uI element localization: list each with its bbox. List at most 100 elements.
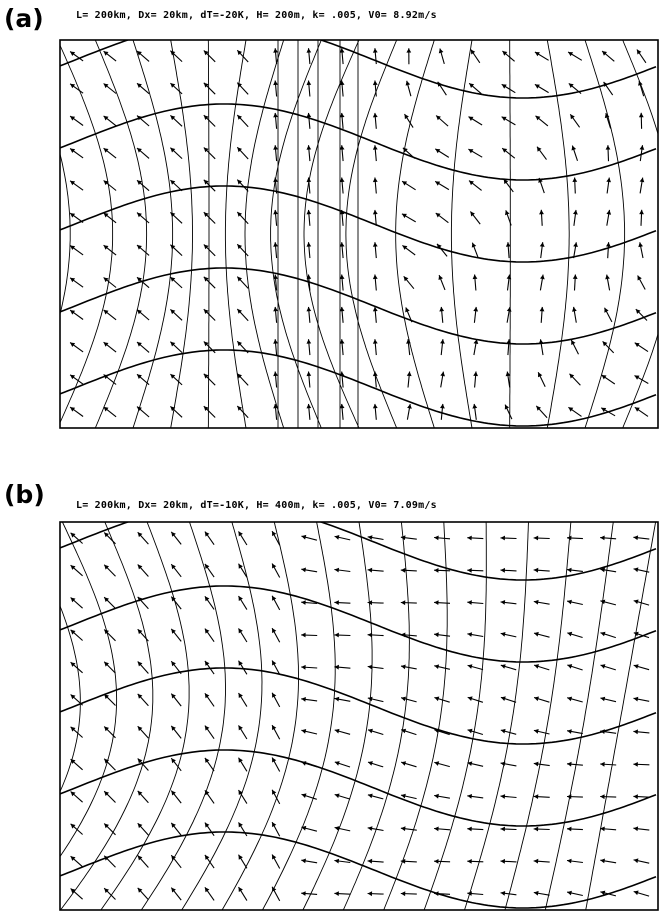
wind-arrow	[401, 213, 416, 223]
wind-arrow	[468, 116, 483, 126]
wind-arrow	[137, 564, 149, 577]
wind-arrow	[603, 81, 614, 96]
wind-arrow	[400, 535, 417, 541]
wind-arrow	[633, 567, 650, 573]
wind-arrow	[271, 724, 281, 740]
wind-arrow	[605, 145, 611, 162]
wind-arrow	[69, 212, 84, 223]
wind-arrow	[569, 113, 581, 128]
wind-arrow	[400, 826, 417, 832]
wind-arrow	[137, 855, 149, 868]
wind-arrow	[566, 826, 583, 832]
wind-arrow	[406, 371, 412, 388]
wind-arrow	[440, 339, 445, 356]
wind-arrow	[434, 600, 451, 605]
wind-arrow	[103, 180, 117, 191]
wind-arrow	[203, 179, 216, 192]
wind-arrow	[367, 858, 384, 864]
wind-arrow	[467, 761, 484, 767]
wind-arrow	[504, 404, 513, 420]
wind-arrow	[103, 790, 116, 803]
wind-arrow	[601, 50, 615, 62]
wind-arrow	[600, 794, 617, 800]
wind-arrow	[638, 242, 644, 259]
wind-arrow	[271, 595, 281, 611]
wind-arrow	[633, 794, 650, 800]
wind-arrow	[468, 148, 483, 158]
wind-arrow	[467, 568, 484, 573]
wind-arrow	[236, 405, 249, 419]
wind-arrow	[204, 531, 215, 546]
wind-arrow	[70, 694, 83, 706]
wind-arrow	[70, 532, 83, 544]
wind-arrow	[204, 854, 215, 869]
wind-arrow	[70, 888, 83, 900]
wind-arrow	[633, 826, 650, 832]
wind-arrow	[502, 50, 515, 62]
wind-arrow	[238, 886, 248, 901]
wind-arrow	[500, 632, 517, 638]
streamline	[270, 40, 322, 428]
panel-letter: (b)	[4, 480, 45, 509]
streamline	[60, 749, 657, 827]
wind-arrow	[204, 822, 215, 837]
wind-arrow	[273, 403, 278, 420]
wind-arrow	[137, 596, 149, 610]
wind-arrow	[271, 530, 281, 546]
panel-letter: (a)	[4, 4, 44, 33]
wind-arrow	[372, 209, 378, 226]
wind-arrow	[536, 146, 547, 160]
vector-field-plot-a	[59, 39, 659, 429]
wind-arrow	[238, 531, 248, 546]
wind-arrow	[533, 631, 550, 638]
wind-arrow	[505, 242, 511, 259]
wind-arrow	[501, 83, 516, 94]
wind-arrow	[572, 177, 578, 194]
wind-arrow	[103, 564, 116, 577]
wind-arrow	[639, 177, 645, 194]
wind-arrow	[401, 761, 417, 768]
wind-arrow	[69, 245, 84, 256]
streamline	[224, 40, 247, 428]
wind-arrow	[301, 793, 317, 800]
wind-arrow	[136, 115, 150, 127]
wind-arrow	[566, 535, 583, 541]
wind-arrow	[238, 692, 248, 707]
wind-arrow	[402, 147, 416, 159]
wind-arrow	[506, 339, 512, 356]
wind-arrow	[467, 826, 484, 832]
wind-arrow	[273, 177, 278, 194]
wind-arrow	[572, 306, 577, 323]
plot-frame-a	[59, 39, 659, 429]
streamline	[585, 522, 657, 910]
wind-arrow	[633, 762, 650, 767]
panel-parameters: L= 200km, Dx= 20km, dT=-20K, H= 200m, k=…	[76, 10, 437, 21]
wind-arrow	[372, 145, 378, 162]
streamline	[60, 667, 657, 745]
wind-arrow	[306, 306, 312, 323]
wind-arrow	[600, 407, 616, 417]
wind-arrow	[69, 342, 84, 353]
wind-arrow	[633, 858, 650, 864]
wind-arrow	[137, 628, 149, 642]
wind-arrow	[436, 243, 448, 257]
wind-arrow	[438, 48, 445, 65]
wind-arrow	[136, 244, 150, 256]
wind-arrow	[367, 696, 384, 703]
wind-arrow	[538, 177, 545, 194]
wind-arrow	[638, 80, 645, 97]
streamline	[60, 604, 81, 793]
wind-arrow	[204, 725, 215, 740]
wind-arrow	[372, 274, 378, 291]
streamline	[60, 831, 657, 909]
wind-arrow	[69, 277, 84, 288]
wind-arrow	[472, 274, 478, 291]
wind-arrow	[567, 51, 583, 61]
wind-arrow	[400, 793, 417, 800]
wind-arrow	[600, 664, 616, 671]
wind-arrow	[638, 112, 644, 129]
wind-arrow	[633, 890, 650, 897]
streamline	[60, 522, 118, 858]
wind-arrow	[500, 535, 517, 541]
wind-arrow	[406, 48, 412, 65]
